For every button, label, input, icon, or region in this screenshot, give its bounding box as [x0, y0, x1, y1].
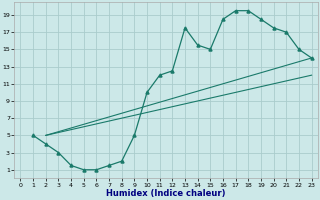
X-axis label: Humidex (Indice chaleur): Humidex (Indice chaleur): [106, 189, 226, 198]
